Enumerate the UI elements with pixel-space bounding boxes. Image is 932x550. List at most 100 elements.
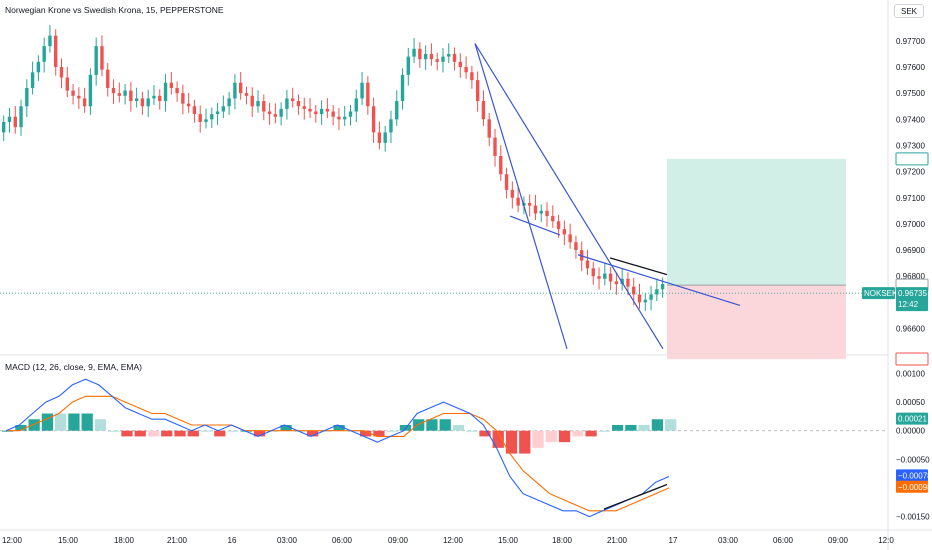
stop-price-label: 0.96483: [898, 355, 927, 364]
candle-body: [481, 101, 486, 120]
candle-body: [360, 82, 364, 99]
candle-body: [100, 46, 104, 70]
candle-body: [568, 234, 572, 243]
candle-body: [632, 286, 636, 295]
candle-body: [395, 101, 399, 120]
candle-body: [643, 299, 647, 303]
currency-button[interactable]: SEK: [894, 4, 924, 18]
time-tick-label: 17: [669, 536, 678, 545]
macd-histogram-bar: [68, 413, 80, 431]
candle-body: [418, 48, 422, 60]
candle-body: [510, 189, 515, 198]
candle-body: [42, 46, 46, 62]
candle-body: [279, 108, 283, 117]
candle-body: [377, 132, 382, 143]
macd-histogram-bar: [55, 413, 67, 431]
candle-body: [256, 101, 260, 107]
time-tick-label: 03:00: [277, 536, 298, 545]
countdown-label: 12:42: [898, 300, 919, 309]
wedge-line-lower: [474, 43, 664, 350]
candle-body: [244, 93, 249, 96]
candle-body: [325, 108, 330, 112]
candle-body: [580, 250, 584, 261]
macd-histogram-bar: [108, 430, 120, 432]
time-tick-label: 03:00: [718, 536, 739, 545]
candle-body: [227, 98, 231, 107]
macd-tick-label: 0.00000: [896, 427, 925, 436]
macd-histogram-bar: [134, 430, 146, 437]
macd-histogram-bar: [638, 424, 650, 431]
candle-body: [626, 278, 630, 287]
candle-body: [614, 281, 619, 285]
candle-body: [215, 111, 220, 115]
wedge-line-mid: [509, 215, 561, 236]
candle-body: [556, 221, 561, 230]
candle-body: [412, 48, 416, 57]
candle-body: [406, 56, 410, 75]
price-tick-label: 0.97700: [896, 37, 925, 46]
macd-divergence-line: [603, 483, 668, 510]
candle-body: [59, 67, 64, 78]
macd-value-label: −0.00078: [898, 471, 932, 480]
time-tick-label: 16: [228, 536, 237, 545]
candle-body: [319, 108, 324, 115]
macd-histogram-bar: [147, 430, 160, 437]
macd-histogram-bar: [532, 430, 544, 448]
candle-body: [302, 106, 306, 109]
candle-body: [238, 82, 243, 94]
candle-body: [250, 95, 254, 107]
candle-body: [267, 111, 272, 115]
candle-body: [30, 72, 35, 88]
candle-body: [19, 106, 23, 128]
price-tick-label: 0.97300: [896, 141, 925, 150]
candle-body: [186, 103, 191, 107]
time-tick-label: 18:00: [552, 536, 573, 545]
time-tick-label: 21:00: [607, 536, 628, 545]
macd-histogram-bar: [280, 424, 292, 431]
macd-histogram-bar: [651, 419, 663, 431]
candle-body: [551, 216, 555, 222]
target-price-label-bg: [895, 152, 929, 166]
price-tick-label: 0.97200: [896, 168, 925, 177]
wedge-line-upper: [577, 254, 741, 307]
candle-body: [348, 111, 353, 117]
candle-body: [475, 80, 480, 102]
macd-histogram-bar: [306, 430, 319, 437]
macd-histogram-bar: [121, 430, 133, 437]
macd-histogram-bar: [505, 430, 518, 454]
macd-histogram-bar: [479, 430, 491, 437]
macd-title: MACD (12, 26, close, 9, EMA, EMA): [5, 362, 142, 372]
candle-body: [585, 260, 590, 269]
candle-body: [134, 98, 139, 102]
macd-histogram-label: 0.00021: [898, 415, 927, 424]
candle-body: [285, 98, 289, 109]
macd-line: [5, 378, 670, 518]
macd-histogram-bar: [492, 430, 504, 448]
time-tick-label: 06:00: [332, 536, 353, 545]
price-tick-label: 0.97400: [896, 115, 925, 124]
price-tick-label: 0.96900: [896, 246, 925, 255]
candle-body: [140, 98, 145, 107]
candle-body: [389, 119, 393, 133]
macd-tick-label: −0.00150: [896, 513, 930, 522]
candle-body: [447, 53, 451, 57]
macd-histogram-bar: [214, 430, 226, 437]
candle-body: [54, 35, 58, 68]
candle-body: [429, 53, 434, 60]
candle-body: [146, 98, 150, 107]
candle-body: [262, 101, 266, 112]
price-tick-label: 0.97500: [896, 89, 925, 98]
wedge-line-outer: [474, 43, 568, 350]
candle-body: [464, 67, 468, 73]
candle-body: [233, 82, 237, 99]
macd-signal-label: −0.00098: [898, 483, 932, 492]
candle-body: [210, 114, 214, 120]
macd-histogram-bar: [28, 419, 40, 431]
time-tick-label: 15:00: [498, 536, 519, 545]
candle-body: [169, 82, 174, 88]
macd-histogram-bar: [585, 430, 597, 437]
stop-price-label-bg: [895, 352, 929, 366]
candle-body: [291, 98, 295, 102]
